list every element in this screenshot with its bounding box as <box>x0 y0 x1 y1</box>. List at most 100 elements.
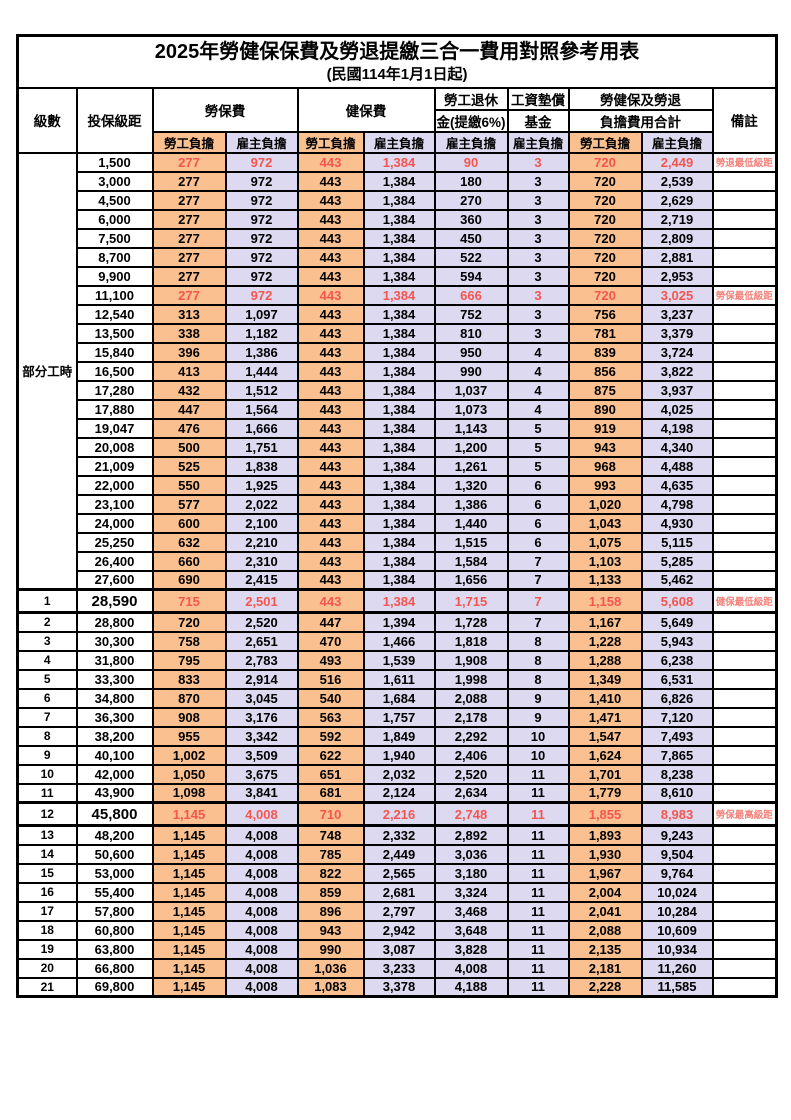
total-employer-cell: 4,635 <box>640 474 714 496</box>
pension-employer-cell: 1,715 <box>433 588 509 614</box>
pension-employer-cell: 270 <box>433 189 509 211</box>
note-cell <box>711 493 778 515</box>
health-employee-cell: 443 <box>296 379 365 401</box>
labor-employer-cell: 1,182 <box>224 322 299 344</box>
health-employee-cell: 443 <box>296 512 365 534</box>
pension-employer-cell: 810 <box>433 322 509 344</box>
bracket-cell: 4,500 <box>75 189 154 211</box>
labor-employee-cell: 1,145 <box>151 881 227 903</box>
note-cell <box>711 843 778 865</box>
labor-employer-cell: 3,045 <box>224 687 299 709</box>
total-employer-cell: 9,243 <box>640 824 714 846</box>
bracket-cell: 30,300 <box>75 630 154 652</box>
labor-employee-cell: 277 <box>151 189 227 211</box>
total-employee-cell: 756 <box>567 303 643 325</box>
bracket-cell: 28,800 <box>75 611 154 633</box>
level-cell: 2 <box>16 611 78 633</box>
health-employee-cell: 896 <box>296 900 365 922</box>
subheader-pension-employer: 雇主負擔 <box>433 130 509 154</box>
level-cell: 7 <box>16 706 78 728</box>
pension-employer-cell: 950 <box>433 341 509 363</box>
total-employer-cell: 4,025 <box>640 398 714 420</box>
header-row-groups-2: 金(提繳6%) 基金 負擔費用合計 <box>18 108 777 133</box>
total-employee-cell: 1,547 <box>567 725 643 747</box>
wagefund-employer-cell: 6 <box>506 531 570 553</box>
labor-employee-cell: 833 <box>151 668 227 690</box>
labor-employer-cell: 4,008 <box>224 862 299 884</box>
table-row: 21 69,800 1,145 4,008 1,083 3,378 4,188 11 2,228… <box>16 976 778 998</box>
health-employee-cell: 622 <box>296 744 365 766</box>
pension-employer-cell: 1,515 <box>433 531 509 553</box>
table-row: 12 45,800 1,145 4,008 710 2,216 2,748 11 1,855 8,… <box>16 801 778 827</box>
bracket-cell: 24,000 <box>75 512 154 534</box>
total-employer-cell: 5,462 <box>640 569 714 591</box>
total-employee-cell: 2,228 <box>567 976 643 998</box>
table-row: 7 36,300 908 3,176 563 1,757 2,178 9 1,471 7,120 <box>16 706 778 728</box>
total-employer-cell: 4,340 <box>640 436 714 458</box>
pension-employer-cell: 1,998 <box>433 668 509 690</box>
labor-employee-cell: 1,145 <box>151 976 227 998</box>
subheader-total-employer: 雇主負擔 <box>640 130 714 154</box>
total-employer-cell: 10,934 <box>640 938 714 960</box>
level-cell: 15 <box>16 862 78 884</box>
health-employee-cell: 943 <box>296 919 365 941</box>
labor-employer-cell: 2,415 <box>224 569 299 591</box>
note-cell <box>711 550 778 572</box>
level-cell: 14 <box>16 843 78 865</box>
table-row: 13,500 338 1,182 443 1,384 810 3 781 3,379 <box>18 322 778 344</box>
wagefund-employer-cell: 3 <box>506 246 570 268</box>
health-employee-cell: 651 <box>296 763 365 785</box>
health-employee-cell: 493 <box>296 649 365 671</box>
page-subtitle: (民國114年1月1日起) <box>326 66 468 84</box>
bracket-cell: 21,009 <box>75 455 154 477</box>
bracket-cell: 55,400 <box>75 881 154 903</box>
labor-employee-cell: 313 <box>151 303 227 325</box>
bracket-cell: 25,250 <box>75 531 154 553</box>
labor-employer-cell: 4,008 <box>224 824 299 846</box>
col-header-total-line2: 負擔費用合計 <box>567 108 714 133</box>
total-employer-cell: 3,237 <box>640 303 714 325</box>
health-employer-cell: 1,384 <box>362 398 436 420</box>
labor-employee-cell: 1,145 <box>151 824 227 846</box>
labor-employee-cell: 758 <box>151 630 227 652</box>
level-cell: 8 <box>16 725 78 747</box>
wagefund-employer-cell: 6 <box>506 493 570 515</box>
total-employee-cell: 1,930 <box>567 843 643 865</box>
total-employee-cell: 839 <box>567 341 643 363</box>
wagefund-employer-cell: 5 <box>506 417 570 439</box>
pension-employer-cell: 594 <box>433 265 509 287</box>
wagefund-employer-cell: 6 <box>506 512 570 534</box>
total-employee-cell: 720 <box>567 170 643 192</box>
health-employer-cell: 1,384 <box>362 170 436 192</box>
labor-employer-cell: 2,651 <box>224 630 299 652</box>
bracket-cell: 9,900 <box>75 265 154 287</box>
level-cell: 13 <box>16 824 78 846</box>
labor-employer-cell: 1,666 <box>224 417 299 439</box>
page-title: 2025年勞健保保費及勞退提繳三合一費用對照參考用表 <box>154 41 640 64</box>
table-row: 3 30,300 758 2,651 470 1,466 1,818 8 1,228 5,943 <box>16 630 778 652</box>
col-header-pension-line1: 勞工退休 <box>433 86 509 111</box>
labor-employee-cell: 277 <box>151 265 227 287</box>
health-employer-cell: 1,466 <box>362 630 436 652</box>
total-employer-cell: 7,493 <box>640 725 714 747</box>
col-header-wagefund-line1: 工資墊償 <box>506 86 570 111</box>
pension-employer-cell: 666 <box>433 284 509 306</box>
health-employee-cell: 443 <box>296 493 365 515</box>
total-employer-cell: 6,531 <box>640 668 714 690</box>
labor-employer-cell: 3,509 <box>224 744 299 766</box>
level-cell: 4 <box>16 649 78 671</box>
health-employer-cell: 3,087 <box>362 938 436 960</box>
total-employee-cell: 1,103 <box>567 550 643 572</box>
note-cell <box>711 763 778 785</box>
health-employer-cell: 1,849 <box>362 725 436 747</box>
total-employee-cell: 1,624 <box>567 744 643 766</box>
bracket-cell: 11,100 <box>75 284 154 306</box>
total-employee-cell: 2,181 <box>567 957 643 979</box>
wagefund-employer-cell: 7 <box>506 569 570 591</box>
pension-employer-cell: 1,584 <box>433 550 509 572</box>
total-employer-cell: 7,120 <box>640 706 714 728</box>
labor-employee-cell: 1,050 <box>151 763 227 785</box>
health-employer-cell: 1,384 <box>362 455 436 477</box>
labor-employer-cell: 4,008 <box>224 801 299 827</box>
labor-employer-cell: 2,783 <box>224 649 299 671</box>
